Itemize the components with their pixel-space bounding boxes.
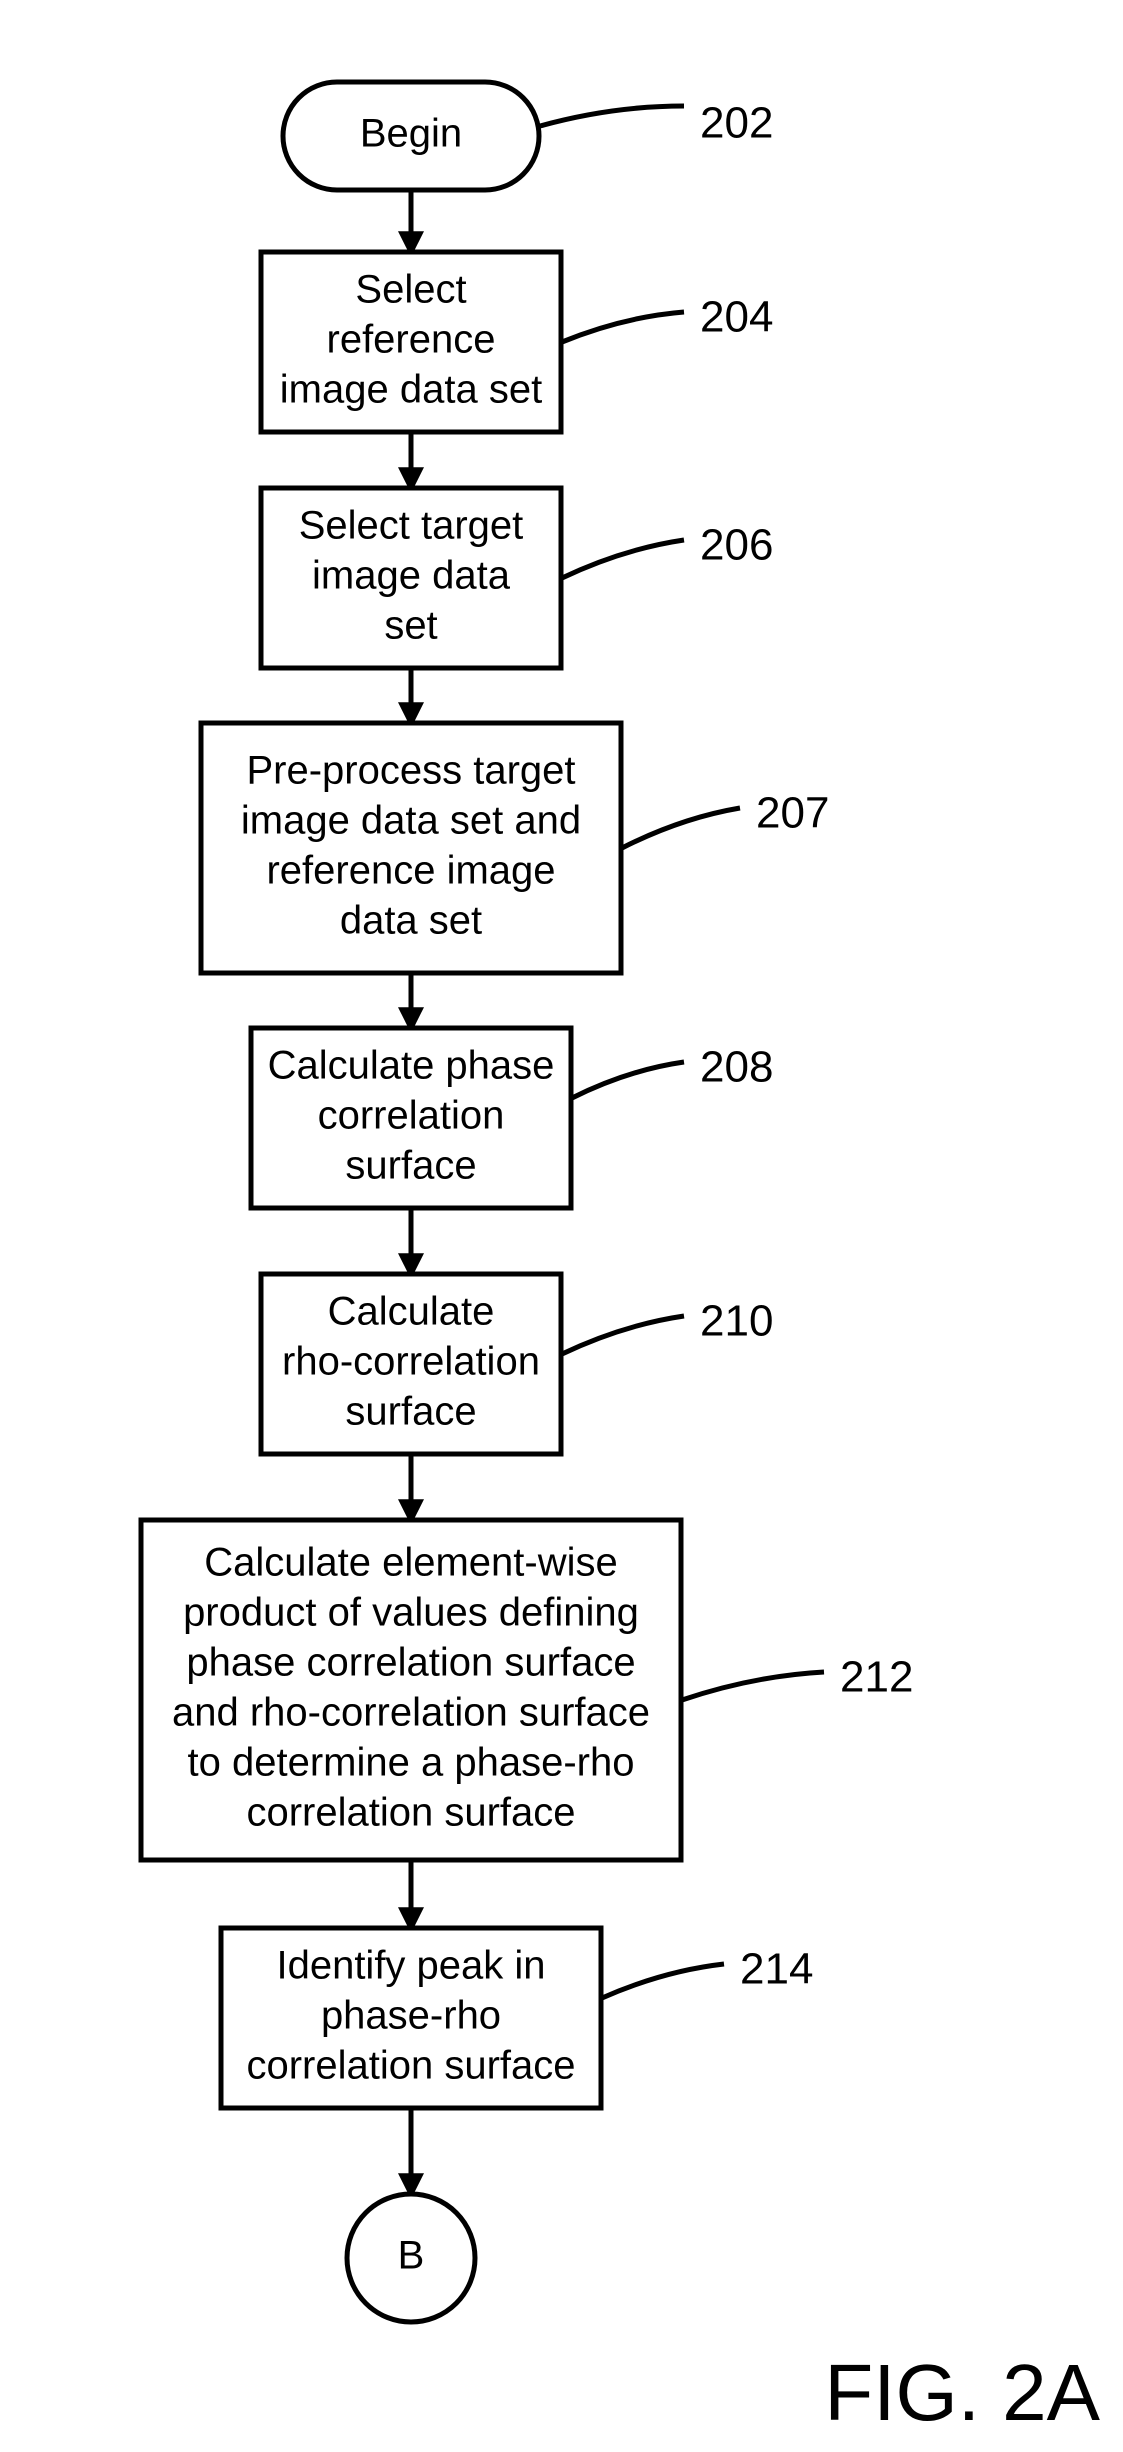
node-text: product of values defining [183, 1591, 639, 1635]
leader-line [572, 1062, 684, 1098]
node-text: Pre-process target [246, 749, 575, 793]
reference-numeral: 214 [740, 1945, 813, 1994]
leader-line [682, 1672, 824, 1700]
leader-line [562, 312, 684, 342]
reference-numeral: 210 [700, 1297, 773, 1346]
node-text: phase correlation surface [186, 1641, 635, 1685]
reference-numeral: 207 [756, 789, 829, 838]
node-text: to determine a phase-rho [188, 1741, 635, 1785]
node-select_target: Select target image data set [261, 488, 561, 668]
node-text: rho-correlation [282, 1340, 540, 1384]
node-text: and rho-correlation surface [172, 1691, 650, 1735]
node-text: reference image [266, 849, 555, 893]
node-begin: Begin [283, 82, 539, 190]
node-text: Select [355, 268, 466, 312]
node-text: Begin [360, 112, 462, 156]
node-text: phase-rho [321, 1994, 501, 2038]
node-text: image data [312, 554, 511, 598]
leader-line [540, 106, 684, 126]
node-text: correlation [318, 1094, 505, 1138]
node-text: Calculate [328, 1290, 495, 1334]
node-identify_peak: Identify peak in phase-rho correlation sur… [221, 1928, 601, 2108]
node-connector_b: B [347, 2194, 475, 2322]
node-text: Select target [299, 504, 524, 548]
node-text: data set [340, 899, 482, 943]
reference-numeral: 208 [700, 1043, 773, 1092]
reference-numeral: 206 [700, 521, 773, 570]
node-text: surface [345, 1390, 476, 1434]
node-text: correlation surface [246, 1791, 575, 1835]
node-text: Calculate element-wise [204, 1541, 618, 1585]
node-text: surface [345, 1144, 476, 1188]
node-phase_corr: Calculate phase correlation surface [251, 1028, 571, 1208]
node-text: image data set and [241, 799, 581, 843]
leader-line [602, 1964, 724, 1998]
node-text: Calculate phase [268, 1044, 555, 1088]
node-text: B [398, 2234, 425, 2278]
figure-label: FIG. 2A [824, 2348, 1100, 2437]
node-text: correlation surface [246, 2044, 575, 2088]
flowchart-diagram: Begin 202 Select reference image data set 204… [0, 0, 1123, 2452]
node-text: set [384, 604, 437, 648]
node-rho_corr: Calculate rho-correlation surface [261, 1274, 561, 1454]
leader-line [562, 540, 684, 578]
leader-line [562, 1316, 684, 1354]
node-text: reference [327, 318, 496, 362]
reference-numeral: 204 [700, 293, 773, 342]
node-text: image data set [280, 368, 542, 412]
reference-numeral: 212 [840, 1653, 913, 1702]
node-text: Identify peak in [276, 1944, 545, 1988]
leader-line [622, 808, 740, 848]
node-preprocess: Pre-process target image data set and refe… [201, 723, 621, 973]
reference-numeral: 202 [700, 99, 773, 148]
node-elementwise: Calculate element-wise product of values … [141, 1520, 681, 1860]
node-select_ref: Select reference image data set [261, 252, 561, 432]
